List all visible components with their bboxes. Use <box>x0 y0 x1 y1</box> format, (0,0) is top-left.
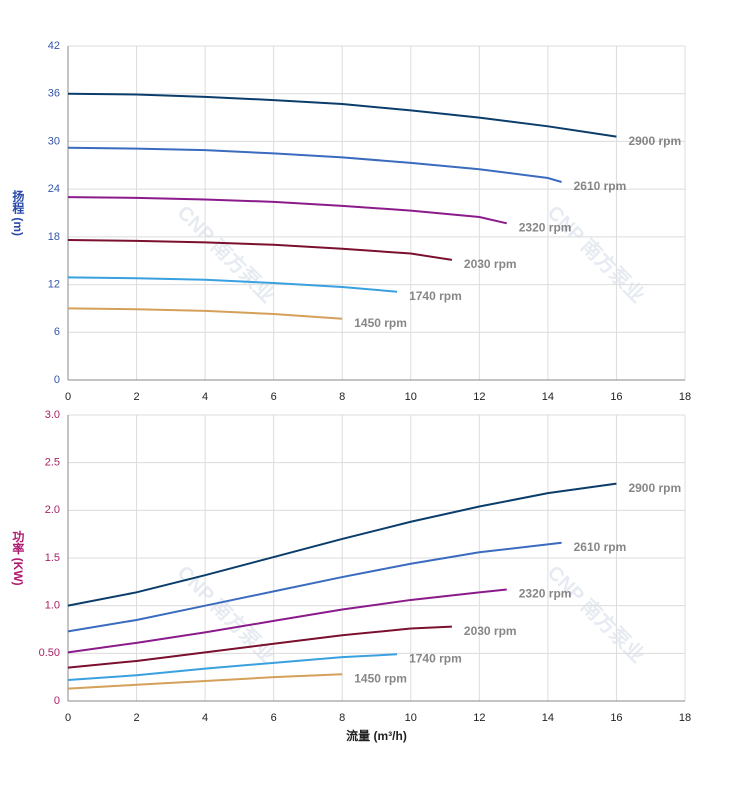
y-tick-label: 36 <box>48 88 60 100</box>
curve <box>67 673 343 690</box>
x-tick-label: 2 <box>133 391 139 403</box>
x-tick-label: 12 <box>473 391 485 403</box>
x-tick-label: 16 <box>610 391 622 403</box>
series-label: 2900 rpm <box>628 134 681 148</box>
y-tick-label: 2.0 <box>45 504 60 516</box>
x-tick-label: 8 <box>339 712 345 724</box>
series-label: 1450 rpm <box>354 316 407 330</box>
x-tick-label: 0 <box>65 712 71 724</box>
y-axis-label: 功率 (KW) <box>11 529 25 586</box>
y-tick-label: 42 <box>48 40 60 52</box>
y-tick-label: 0.50 <box>39 647 60 659</box>
watermark: CNP 南方泵业 <box>543 560 650 667</box>
x-tick-label: 18 <box>679 712 691 724</box>
x-tick-label: 14 <box>542 391 554 403</box>
series-label: 2030 rpm <box>464 624 517 638</box>
x-tick-label: 10 <box>405 712 417 724</box>
curve <box>67 239 453 261</box>
watermark: CNP 南方泵业 <box>173 200 280 307</box>
curve <box>67 588 507 654</box>
curve <box>67 196 507 225</box>
series-label: 2900 rpm <box>628 481 681 495</box>
y-tick-label: 3.0 <box>45 409 60 421</box>
curve <box>67 625 452 669</box>
series-label: 2320 rpm <box>519 587 572 601</box>
y-tick-label: 24 <box>48 183 60 195</box>
curve <box>67 482 617 607</box>
y-tick-label: 1.0 <box>45 600 60 612</box>
curve <box>67 541 562 633</box>
y-tick-label: 0 <box>54 374 60 386</box>
y-tick-label: 0 <box>54 695 60 707</box>
curve <box>67 92 617 138</box>
x-tick-label: 16 <box>610 712 622 724</box>
series-label: 1740 rpm <box>409 651 462 665</box>
y-tick-label: 12 <box>48 278 60 290</box>
x-tick-label: 2 <box>133 712 139 724</box>
series-label: 2320 rpm <box>519 221 572 235</box>
curve <box>67 146 562 183</box>
curve <box>67 276 398 293</box>
watermark: CNP 南方泵业 <box>173 560 280 667</box>
curve <box>67 307 343 320</box>
y-tick-label: 6 <box>54 326 60 338</box>
y-tick-label: 1.5 <box>45 552 60 564</box>
x-tick-label: 14 <box>542 712 554 724</box>
x-tick-label: 4 <box>202 712 208 724</box>
y-axis-label: 扬程 (m) <box>11 189 25 236</box>
x-tick-label: 8 <box>339 391 345 403</box>
series-label: 2610 rpm <box>574 540 627 554</box>
series-label: 1740 rpm <box>409 289 462 303</box>
series-label: 1450 rpm <box>354 671 407 685</box>
x-tick-label: 4 <box>202 391 208 403</box>
watermark: CNP 南方泵业 <box>543 200 650 307</box>
y-tick-label: 18 <box>48 231 60 243</box>
x-tick-label: 0 <box>65 391 71 403</box>
y-tick-label: 2.5 <box>45 457 60 469</box>
series-label: 2610 rpm <box>574 179 627 193</box>
x-tick-label: 6 <box>271 712 277 724</box>
x-tick-label: 12 <box>473 712 485 724</box>
series-label: 2030 rpm <box>464 257 517 271</box>
x-axis-label: 流量 (m³/h) <box>346 728 407 743</box>
x-tick-label: 18 <box>679 391 691 403</box>
y-tick-label: 30 <box>48 135 60 147</box>
curve <box>67 653 398 682</box>
x-tick-label: 6 <box>271 391 277 403</box>
x-tick-label: 10 <box>405 391 417 403</box>
